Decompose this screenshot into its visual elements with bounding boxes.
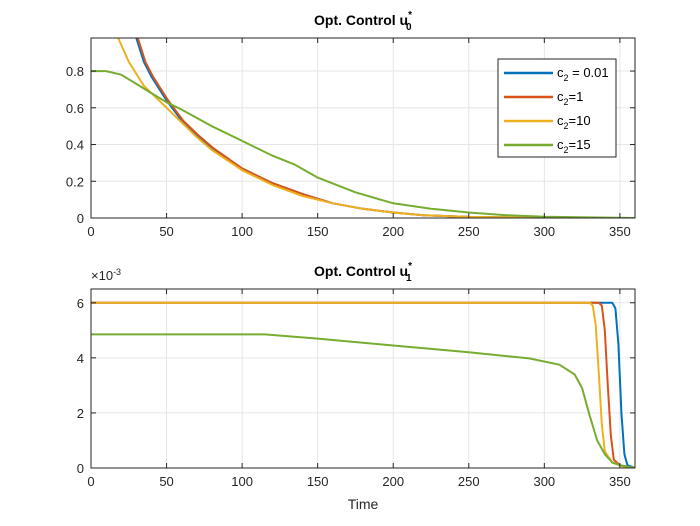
x-tick-label: 0: [87, 224, 94, 239]
subplot-u1-grid: [90, 289, 635, 469]
x-tick-label: 100: [231, 474, 253, 489]
x-tick-label: 200: [382, 224, 404, 239]
subplot-u1-series: [91, 301, 635, 468]
subplot-u0-title: Opt. Control u* 0: [314, 10, 412, 33]
x-tick-label: 250: [458, 474, 480, 489]
y-tick-label: 0: [77, 211, 84, 226]
series-line-2: [117, 38, 635, 218]
legend-label-3: c2=15: [557, 137, 591, 155]
x-tick-label: 250: [458, 224, 480, 239]
subplot-u1-title: Opt. Control u* 1: [314, 261, 412, 284]
legend-label-2: c2=10: [557, 113, 591, 131]
series-line-3: [91, 70, 635, 218]
y-tick-label: 0.2: [66, 174, 84, 189]
legend-label-1: c2=1: [557, 89, 583, 107]
subplot-u1: Opt. Control u* 1 ×10-3 0 50 100 150 200 250 30…: [77, 261, 636, 512]
y-tick-label: 0.8: [66, 64, 84, 79]
y-tick-label: 0: [77, 461, 84, 476]
x-tick-label: 300: [533, 474, 555, 489]
subplot-u1-axes-box: [90, 288, 636, 469]
legend-label-0: c2 = 0.01: [557, 65, 609, 83]
subplot-u1-exponent: ×10-3: [91, 267, 121, 283]
x-axis-label: Time: [348, 496, 379, 512]
legend: c2 = 0.01 c2=1 c2=10 c2=15: [497, 58, 617, 158]
y-tick-label: 2: [77, 406, 84, 421]
legend-box: [497, 58, 617, 158]
x-tick-label: 50: [159, 474, 173, 489]
series-line-0: [91, 301, 635, 468]
x-tick-label: 300: [533, 224, 555, 239]
x-tick-label: 50: [159, 224, 173, 239]
subplot-u0-series: [91, 38, 635, 218]
x-tick-label: 350: [609, 474, 631, 489]
series-line-2: [91, 301, 635, 468]
y-tick-label: 4: [77, 351, 84, 366]
x-tick-label: 150: [307, 224, 329, 239]
y-tick-label: 6: [77, 296, 84, 311]
x-tick-label: 350: [609, 224, 631, 239]
series-line-3: [91, 333, 635, 468]
subplot-u1-ticks: 0 50 100 150 200 250 300 350 0 2 4 6: [77, 289, 635, 489]
y-tick-label: 0.6: [66, 101, 84, 116]
x-tick-label: 150: [307, 474, 329, 489]
subplot-u0: Opt. Control u* 0 0 50 100 150 200 250 300 35000…: [66, 10, 636, 239]
series-line-1: [91, 301, 635, 468]
x-tick-label: 0: [87, 474, 94, 489]
x-tick-label: 200: [382, 474, 404, 489]
x-tick-label: 100: [231, 224, 253, 239]
subplot-u0-axes-box: [90, 37, 636, 219]
subplot-u0-ticks: 0 50 100 150 200 250 300 350 0 0.2 0.4 0.6 0.8: [66, 38, 635, 239]
y-tick-label: 0.4: [66, 138, 84, 153]
